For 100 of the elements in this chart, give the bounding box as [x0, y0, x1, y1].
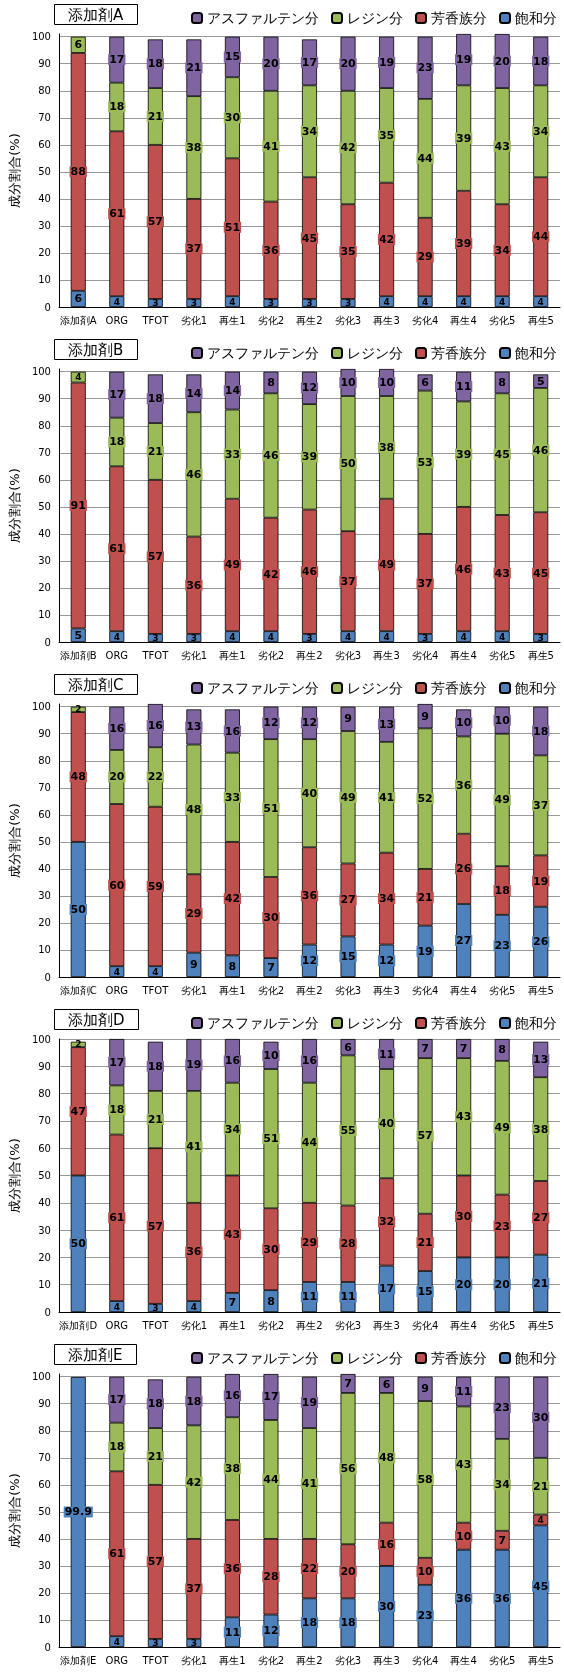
x-tick-label: 再生2 [296, 1654, 323, 1666]
data-label: 10 [378, 376, 395, 390]
data-label: 7 [267, 961, 275, 975]
y-tick-label: 100 [31, 1033, 51, 1045]
data-label: 3 [190, 1637, 198, 1648]
x-tick-label: TFOT [141, 314, 170, 326]
data-label: 17 [301, 55, 318, 69]
y-tick-label: 50 [38, 501, 51, 513]
data-label: 43 [224, 1227, 241, 1241]
data-label: 18 [147, 57, 163, 71]
data-label: 37 [533, 798, 549, 812]
y-tick-label: 30 [38, 1560, 51, 1572]
data-label: 4 [460, 631, 467, 642]
data-label: 38 [224, 1462, 241, 1476]
y-tick-label: 10 [38, 944, 51, 956]
data-label: 42 [224, 892, 241, 906]
y-tick-label: 0 [44, 301, 51, 313]
x-tick-label: 再生1 [219, 314, 246, 326]
data-label: 19 [378, 55, 395, 69]
data-label: 41 [186, 1140, 202, 1154]
data-label: 46 [456, 562, 472, 576]
data-label: 2 [75, 704, 82, 715]
data-label: 61 [109, 207, 125, 221]
data-label: 29 [186, 906, 202, 920]
data-label: 22 [301, 1562, 318, 1576]
data-label: 53 [417, 455, 433, 469]
data-label: 8 [498, 376, 507, 390]
y-tick-label: 100 [31, 31, 51, 43]
data-label: 44 [301, 1136, 318, 1150]
legend-label: アスファルテン分 [207, 1015, 319, 1031]
y-tick-label: 20 [38, 917, 51, 929]
data-label: 52 [417, 792, 433, 806]
data-label: 9 [421, 709, 429, 723]
y-tick-label: 60 [38, 1479, 51, 1491]
data-label: 28 [263, 1570, 279, 1584]
data-label: 36 [263, 243, 279, 257]
legend-label: アスファルテン分 [207, 345, 319, 361]
x-tick-label: 再生3 [373, 1319, 400, 1331]
chart-title: 添加剤E [68, 1345, 123, 1364]
data-label: 50 [70, 1237, 87, 1251]
y-tick-label: 10 [38, 609, 51, 621]
data-label: 48 [70, 770, 86, 784]
x-tick-label: 再生3 [373, 1654, 400, 1666]
data-label: 30 [533, 1410, 549, 1424]
data-label: 20 [109, 770, 125, 784]
x-tick-label: 再生4 [450, 649, 477, 661]
data-label: 16 [378, 1537, 395, 1551]
data-label: 18 [109, 1440, 125, 1454]
data-label: 29 [301, 1235, 318, 1249]
data-label: 3 [190, 632, 198, 643]
x-tick-label: 劣化2 [257, 649, 285, 661]
data-label: 5 [74, 628, 83, 642]
y-tick-label: 90 [38, 728, 51, 740]
data-label: 27 [340, 893, 356, 907]
data-label: 17 [109, 53, 125, 67]
chart-title: 添加剤B [68, 340, 124, 359]
y-tick-label: 70 [38, 447, 51, 459]
data-label: 49 [378, 558, 395, 572]
x-tick-label: ORG [105, 984, 129, 996]
data-label: 21 [186, 61, 202, 75]
data-label: 46 [263, 448, 279, 462]
data-label: 21 [147, 109, 163, 123]
data-label: 38 [186, 141, 202, 155]
data-label: 45 [301, 231, 318, 245]
legend-label: 芳香族分 [431, 345, 487, 361]
data-label: 48 [186, 802, 202, 816]
x-tick-label: 劣化4 [411, 314, 439, 326]
data-label: 12 [301, 381, 318, 395]
legend-label: 芳香族分 [431, 680, 487, 696]
data-label: 16 [224, 724, 241, 738]
data-label: 20 [263, 57, 279, 71]
y-tick-label: 20 [38, 1251, 51, 1263]
data-label: 36 [186, 1245, 202, 1259]
data-label: 34 [224, 1122, 241, 1136]
data-label: 46 [301, 565, 318, 579]
data-label: 44 [263, 1472, 279, 1486]
data-label: 12 [263, 716, 279, 730]
data-label: 34 [494, 1478, 511, 1492]
x-tick-label: 劣化3 [334, 1654, 362, 1666]
data-label: 6 [74, 38, 83, 52]
data-label: 43 [494, 139, 510, 153]
data-label: 57 [147, 1555, 163, 1569]
x-tick-label: 添加剤D [59, 1319, 98, 1331]
x-tick-label: 劣化1 [180, 314, 208, 326]
data-label: 37 [186, 1582, 202, 1596]
x-tick-label: 添加剤A [59, 314, 97, 326]
data-label: 43 [494, 566, 510, 580]
x-tick-label: 劣化2 [257, 984, 285, 996]
data-label: 10 [456, 716, 472, 730]
y-tick-label: 90 [38, 1060, 51, 1072]
data-label: 3 [152, 297, 159, 308]
data-label: 21 [147, 444, 163, 458]
data-label: 37 [340, 574, 356, 588]
y-tick-label: 30 [38, 220, 51, 232]
data-label: 91 [70, 499, 86, 512]
y-tick-label: 60 [38, 809, 51, 821]
y-tick-label: 90 [38, 393, 51, 405]
y-tick-label: 60 [38, 474, 51, 486]
y-tick-label: 40 [38, 1197, 51, 1209]
data-label: 7 [344, 1376, 352, 1390]
